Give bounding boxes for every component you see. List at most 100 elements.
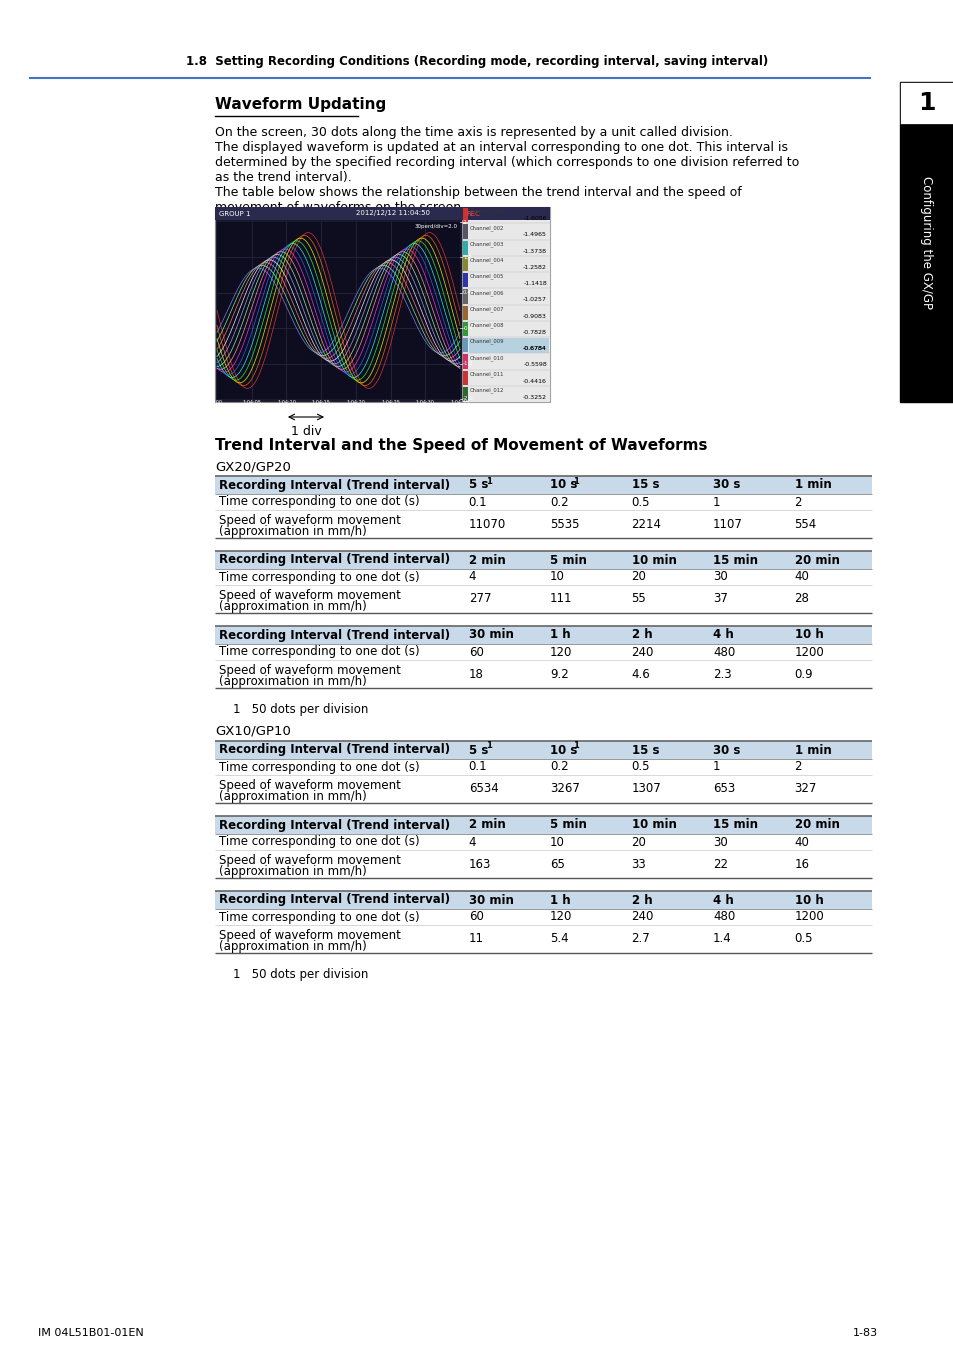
Text: 30 min: 30 min xyxy=(468,629,513,641)
FancyBboxPatch shape xyxy=(462,224,468,239)
Text: 1:04:10: 1:04:10 xyxy=(276,400,295,405)
Text: 28: 28 xyxy=(794,593,808,606)
FancyBboxPatch shape xyxy=(214,741,871,759)
Text: Speed of waveform movement: Speed of waveform movement xyxy=(219,664,400,676)
Text: 2.7: 2.7 xyxy=(631,933,650,945)
Text: 1 min: 1 min xyxy=(794,744,830,756)
Text: Time corresponding to one dot (s): Time corresponding to one dot (s) xyxy=(219,645,419,659)
Text: 40: 40 xyxy=(794,836,808,849)
Text: 2: 2 xyxy=(462,220,466,224)
Text: 15 s: 15 s xyxy=(631,478,659,491)
Text: 1.8  Setting Recording Conditions (Recording mode, recording interval, saving in: 1.8 Setting Recording Conditions (Record… xyxy=(186,55,767,68)
Text: Configuring the GX/GP: Configuring the GX/GP xyxy=(920,176,933,309)
FancyBboxPatch shape xyxy=(214,551,871,568)
Text: Channel_003: Channel_003 xyxy=(470,242,504,247)
Text: -0.4416: -0.4416 xyxy=(522,379,546,383)
Text: 1.4: 1.4 xyxy=(712,933,731,945)
Text: 60: 60 xyxy=(468,910,483,923)
Text: 3267: 3267 xyxy=(550,783,579,795)
Text: 2: 2 xyxy=(794,760,801,774)
Text: Recording Interval (Trend interval): Recording Interval (Trend interval) xyxy=(219,554,450,567)
Text: 1 div: 1 div xyxy=(291,425,321,437)
FancyBboxPatch shape xyxy=(462,305,468,320)
Text: 0.9: 0.9 xyxy=(794,667,812,680)
Text: Recording Interval (Trend interval): Recording Interval (Trend interval) xyxy=(219,744,450,756)
Text: 15 min: 15 min xyxy=(712,554,758,567)
Text: 2012/12/12 11:04:50: 2012/12/12 11:04:50 xyxy=(355,211,429,216)
Text: 1:04:05: 1:04:05 xyxy=(242,400,261,405)
Text: 15 min: 15 min xyxy=(712,818,758,832)
Text: 1200: 1200 xyxy=(794,645,823,659)
FancyBboxPatch shape xyxy=(462,289,468,304)
Text: 1: 1 xyxy=(573,741,578,751)
Text: 163: 163 xyxy=(468,857,491,871)
Text: 120: 120 xyxy=(550,910,572,923)
Text: Recording Interval (Trend interval): Recording Interval (Trend interval) xyxy=(219,818,450,832)
FancyBboxPatch shape xyxy=(214,815,871,834)
Text: 240: 240 xyxy=(631,645,654,659)
Text: Channel_007: Channel_007 xyxy=(470,306,504,312)
Text: -1.3738: -1.3738 xyxy=(522,248,546,254)
Text: -0.3252: -0.3252 xyxy=(522,396,546,400)
Text: 30perd/div=2.0: 30perd/div=2.0 xyxy=(415,224,457,230)
Text: 15 s: 15 s xyxy=(631,744,659,756)
Text: 1:04:20: 1:04:20 xyxy=(346,400,365,405)
Text: 240: 240 xyxy=(631,910,654,923)
Text: 1: 1 xyxy=(918,90,935,115)
Text: 1:04:15: 1:04:15 xyxy=(312,400,331,405)
Text: GX10/GP10: GX10/GP10 xyxy=(214,724,291,737)
Text: -1.4965: -1.4965 xyxy=(522,232,546,238)
Text: 4: 4 xyxy=(468,571,476,583)
Text: IM 04L51B01-01EN: IM 04L51B01-01EN xyxy=(38,1328,144,1338)
Text: Channel_012: Channel_012 xyxy=(470,387,504,393)
Text: (approximation in mm/h): (approximation in mm/h) xyxy=(219,940,366,953)
Text: Speed of waveform movement: Speed of waveform movement xyxy=(219,514,400,526)
Text: 1107: 1107 xyxy=(712,517,742,531)
Text: 4 h: 4 h xyxy=(712,894,733,906)
Text: 5 s: 5 s xyxy=(468,744,488,756)
Text: 0.5: 0.5 xyxy=(794,933,812,945)
Text: 2: 2 xyxy=(794,495,801,509)
Text: 1:04:25: 1:04:25 xyxy=(381,400,399,405)
Text: 10: 10 xyxy=(550,571,564,583)
Text: 6534: 6534 xyxy=(468,783,497,795)
Text: -0.6784: -0.6784 xyxy=(522,346,546,351)
FancyBboxPatch shape xyxy=(462,370,468,385)
Text: (approximation in mm/h): (approximation in mm/h) xyxy=(219,675,366,688)
Text: 9.2: 9.2 xyxy=(550,667,568,680)
Text: 30 min: 30 min xyxy=(468,894,513,906)
Text: 653: 653 xyxy=(712,783,735,795)
Text: -0.7828: -0.7828 xyxy=(522,329,546,335)
Text: Channel_002: Channel_002 xyxy=(470,225,504,231)
Text: 10 h: 10 h xyxy=(794,629,822,641)
Text: 1: 1 xyxy=(485,477,492,486)
FancyBboxPatch shape xyxy=(462,208,468,223)
Text: -1.6056: -1.6056 xyxy=(523,216,546,221)
Text: -1.0257: -1.0257 xyxy=(522,297,546,302)
FancyBboxPatch shape xyxy=(216,221,459,400)
Text: Recording Interval (Trend interval): Recording Interval (Trend interval) xyxy=(219,894,450,906)
Text: Channel_004: Channel_004 xyxy=(470,258,504,263)
FancyBboxPatch shape xyxy=(462,386,468,401)
Text: 4.6: 4.6 xyxy=(631,667,650,680)
Text: 11: 11 xyxy=(468,933,483,945)
Text: 1: 1 xyxy=(485,741,492,751)
Text: 20 min: 20 min xyxy=(794,554,839,567)
FancyBboxPatch shape xyxy=(214,477,871,494)
Text: 5535: 5535 xyxy=(550,517,579,531)
Text: 1: 1 xyxy=(712,495,720,509)
Text: On the screen, 30 dots along the time axis is represented by a unit called divis: On the screen, 30 dots along the time ax… xyxy=(214,126,732,139)
Text: Time corresponding to one dot (s): Time corresponding to one dot (s) xyxy=(219,495,419,509)
Text: 0.2: 0.2 xyxy=(550,495,568,509)
Text: (approximation in mm/h): (approximation in mm/h) xyxy=(219,790,366,803)
FancyBboxPatch shape xyxy=(462,338,468,352)
Text: (approximation in mm/h): (approximation in mm/h) xyxy=(219,525,366,539)
Text: 10 min: 10 min xyxy=(631,554,676,567)
Text: 111: 111 xyxy=(550,593,572,606)
Text: 2 h: 2 h xyxy=(631,894,652,906)
Text: 30: 30 xyxy=(712,836,727,849)
Text: 0.5: 0.5 xyxy=(631,760,649,774)
Text: GROUP 1: GROUP 1 xyxy=(219,211,251,216)
FancyBboxPatch shape xyxy=(214,626,871,644)
Text: 1-83: 1-83 xyxy=(852,1328,877,1338)
